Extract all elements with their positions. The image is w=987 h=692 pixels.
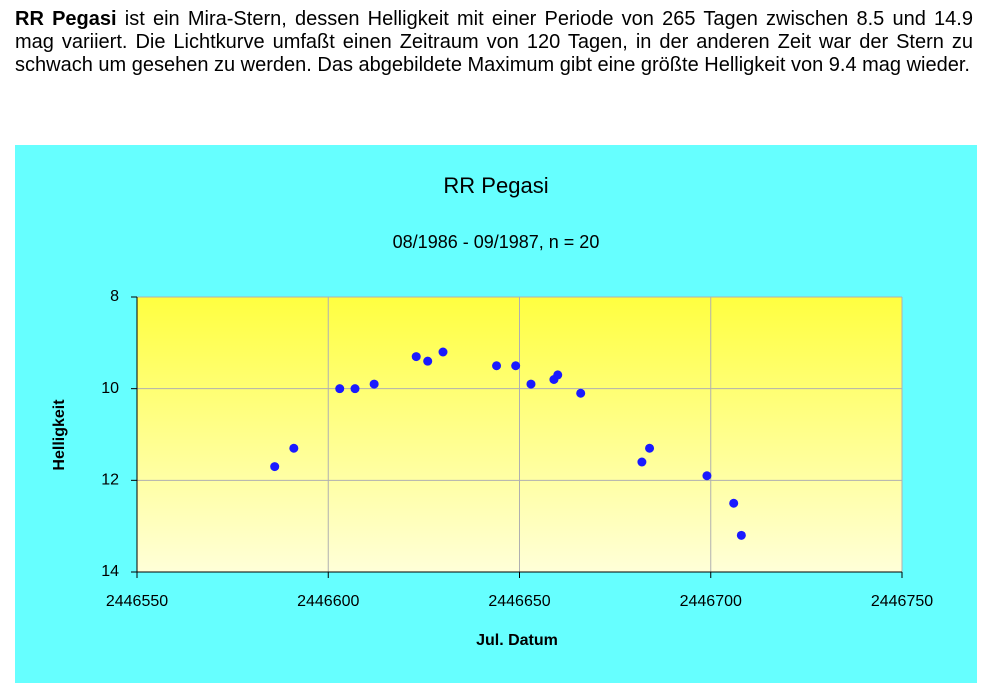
data-point: [511, 361, 521, 371]
x-tick-label: 2446550: [106, 593, 168, 610]
y-tick-label: 14: [101, 563, 119, 580]
chart-subtitle: 08/1986 - 09/1987, n = 20: [393, 232, 600, 252]
data-point: [335, 384, 345, 394]
x-tick-label: 2446700: [680, 593, 742, 610]
x-tick-label: 2446650: [488, 593, 550, 610]
data-point: [289, 443, 299, 453]
data-point: [526, 379, 536, 389]
data-point: [411, 352, 421, 362]
data-point: [438, 347, 448, 357]
data-point: [553, 370, 563, 380]
chart-title: RR Pegasi: [443, 173, 548, 198]
y-axis-label: Helligkeit: [51, 399, 68, 471]
data-point: [702, 471, 712, 481]
data-point: [736, 530, 746, 540]
star-name: RR Pegasi: [15, 8, 117, 30]
data-point: [492, 361, 502, 371]
intro-text: ist ein Mira-Stern, dessen Helligkeit mi…: [15, 8, 973, 76]
intro-paragraph: RR Pegasi ist ein Mira-Stern, dessen Hel…: [15, 8, 973, 77]
data-point: [270, 462, 280, 472]
data-point: [729, 498, 739, 508]
y-tick-label: 10: [101, 380, 119, 397]
x-tick-label: 2446600: [297, 593, 359, 610]
data-point: [637, 457, 647, 467]
y-tick-label: 12: [101, 472, 119, 489]
data-point: [369, 379, 379, 389]
y-tick-label: 8: [110, 288, 119, 305]
x-axis-label: Jul. Datum: [476, 632, 558, 649]
data-point: [576, 388, 586, 398]
data-point: [645, 443, 655, 453]
data-point: [423, 356, 433, 366]
data-point: [350, 384, 360, 394]
x-tick-label: 2446750: [871, 593, 933, 610]
